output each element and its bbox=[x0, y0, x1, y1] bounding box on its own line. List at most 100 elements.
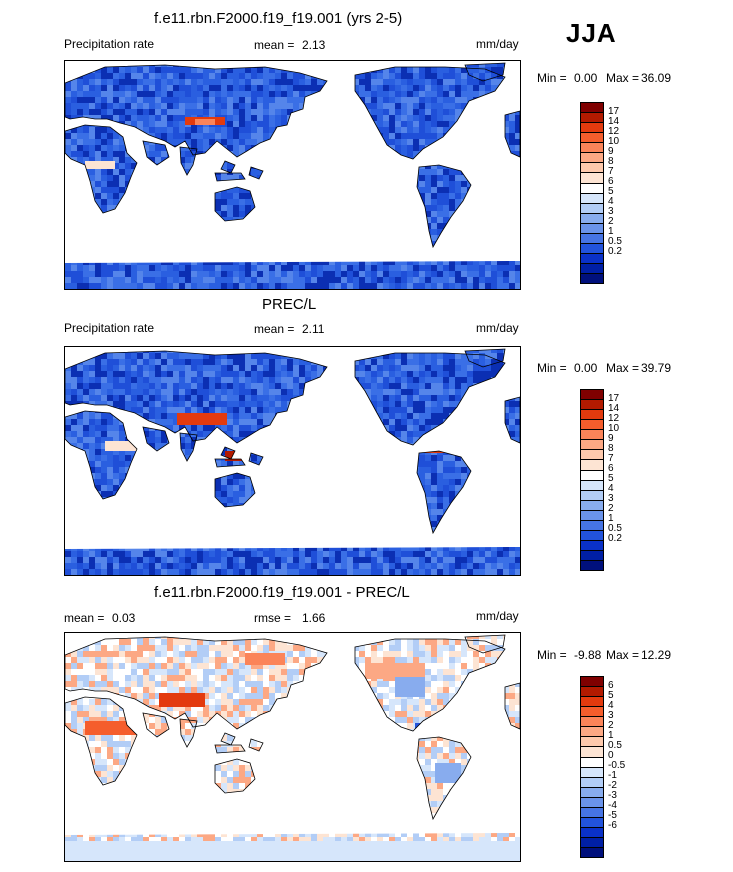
colorbar-tick-label: 8 bbox=[608, 443, 614, 454]
colorbar-swatch bbox=[581, 767, 603, 778]
coastline bbox=[214, 472, 256, 508]
colorbar-swatch bbox=[581, 490, 603, 501]
colorbar-swatch bbox=[581, 677, 603, 688]
colorbar-swatch bbox=[581, 450, 603, 461]
colorbar-tick-label: 5 bbox=[608, 690, 614, 701]
colorbar-tick-label: 6 bbox=[608, 176, 614, 187]
colorbar-tick-label: -2 bbox=[608, 780, 617, 791]
colorbar-tick-label: 10 bbox=[608, 423, 620, 434]
colorbar-tick-label: 7 bbox=[608, 453, 614, 464]
colorbar-tick-label: 0.5 bbox=[608, 740, 622, 751]
colorbar-swatch bbox=[581, 827, 603, 838]
colorbar-tick-label: 9 bbox=[608, 146, 614, 157]
colorbar-swatch bbox=[581, 737, 603, 748]
coastline bbox=[416, 164, 472, 249]
colorbar-tick-label: 1 bbox=[608, 730, 614, 741]
colorbar-swatch bbox=[581, 460, 603, 471]
colorbar-tick-label: 7 bbox=[608, 166, 614, 177]
colorbar-swatch bbox=[581, 747, 603, 758]
colorbar-swatch bbox=[581, 430, 603, 441]
colorbar-tick-label: 12 bbox=[608, 413, 620, 424]
colorbar-tick-label: 17 bbox=[608, 393, 620, 404]
colorbar-swatch bbox=[581, 797, 603, 808]
coastline bbox=[179, 718, 198, 748]
mean-label: mean = bbox=[64, 611, 105, 625]
land-fill bbox=[65, 349, 520, 575]
colorbar-swatch bbox=[581, 687, 603, 698]
colorbar-swatch bbox=[581, 264, 603, 275]
coastline bbox=[214, 446, 264, 468]
colorbar-tick-label: 1 bbox=[608, 226, 614, 237]
colorbar-tick-label: 9 bbox=[608, 433, 614, 444]
colorbar-tick-label: 4 bbox=[608, 483, 614, 494]
colorbar-swatch bbox=[581, 420, 603, 431]
colorbar-tick-label: 12 bbox=[608, 126, 620, 137]
colorbar-swatch bbox=[581, 223, 603, 234]
colorbar-swatch bbox=[581, 410, 603, 421]
colorbar-swatch bbox=[581, 520, 603, 531]
colorbar-swatch bbox=[581, 400, 603, 411]
coastline bbox=[142, 426, 170, 452]
colorbar bbox=[580, 389, 604, 571]
colorbar-tick-label: -4 bbox=[608, 800, 617, 811]
colorbar-swatch bbox=[581, 243, 603, 254]
colorbar-tick-label: 0.5 bbox=[608, 523, 622, 534]
colorbar-tick-label: 0 bbox=[608, 750, 614, 761]
coastline bbox=[214, 186, 256, 222]
units-label: mm/day bbox=[476, 37, 519, 51]
min-value: -9.88 bbox=[574, 648, 602, 662]
colorbar-tick-label: -3 bbox=[608, 790, 617, 801]
colorbar-swatch bbox=[581, 193, 603, 204]
colorbar-swatch bbox=[581, 390, 603, 401]
max-label: Max = bbox=[606, 71, 640, 85]
land-fill bbox=[65, 63, 520, 289]
difference-map bbox=[64, 632, 521, 862]
colorbar-swatch bbox=[581, 707, 603, 718]
colorbar-swatch bbox=[581, 233, 603, 244]
coastline bbox=[464, 634, 506, 654]
coastline bbox=[65, 410, 138, 500]
season-label: JJA bbox=[566, 18, 617, 48]
colorbar-swatch bbox=[581, 440, 603, 451]
coastline bbox=[142, 140, 170, 166]
colorbar-swatch bbox=[581, 253, 603, 264]
coastline bbox=[504, 110, 520, 158]
colorbar-swatch bbox=[581, 777, 603, 788]
precip-map bbox=[64, 60, 521, 290]
coastline bbox=[214, 160, 264, 182]
coastline bbox=[416, 736, 472, 821]
max-label: Max = bbox=[606, 361, 640, 375]
units-label: mm/day bbox=[476, 321, 519, 335]
colorbar-swatch bbox=[581, 817, 603, 828]
colorbar-tick-label: 2 bbox=[608, 720, 614, 731]
colorbar bbox=[580, 102, 604, 284]
colorbar-tick-label: 14 bbox=[608, 403, 620, 414]
min-value: 0.00 bbox=[574, 361, 598, 375]
colorbar-tick-label: -6 bbox=[608, 820, 617, 831]
coastline bbox=[65, 636, 328, 730]
coastline bbox=[464, 62, 506, 82]
colorbar-swatch bbox=[581, 173, 603, 184]
coastline bbox=[65, 124, 138, 214]
colorbar-tick-label: 2 bbox=[608, 503, 614, 514]
coastline bbox=[179, 432, 198, 462]
coastline bbox=[65, 350, 328, 444]
panel-title: f.e11.rbn.F2000.f19_f19.001 - PREC/L bbox=[154, 584, 410, 601]
colorbar-tick-label: 0.5 bbox=[608, 236, 622, 247]
max-label: Max = bbox=[606, 648, 640, 662]
colorbar-tick-label: 4 bbox=[608, 196, 614, 207]
colorbar-swatch bbox=[581, 807, 603, 818]
colorbar-swatch bbox=[581, 143, 603, 154]
colorbar-tick-label: 0.2 bbox=[608, 246, 622, 257]
mean-label: mean = bbox=[254, 38, 295, 52]
mean-value: 0.03 bbox=[112, 611, 136, 625]
precip-map bbox=[64, 346, 521, 576]
colorbar-swatch bbox=[581, 787, 603, 798]
colorbar-swatch bbox=[581, 510, 603, 521]
colorbar-swatch bbox=[581, 561, 603, 571]
colorbar-tick-label: -5 bbox=[608, 810, 617, 821]
colorbar-tick-label: 17 bbox=[608, 106, 620, 117]
coastline bbox=[214, 732, 264, 754]
colorbar-tick-label: 5 bbox=[608, 473, 614, 484]
rmse-label: rmse = bbox=[254, 611, 292, 625]
